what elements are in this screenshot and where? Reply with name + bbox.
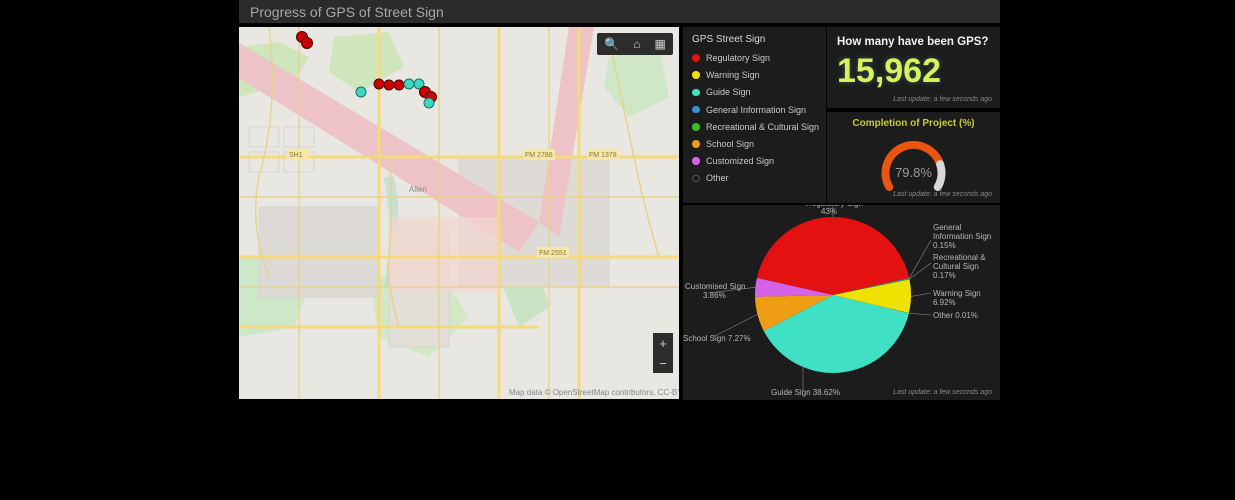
svg-text:Recreational &: Recreational & <box>933 253 986 262</box>
svg-text:Other 0.01%: Other 0.01% <box>933 311 978 320</box>
svg-text:Warning Sign: Warning Sign <box>933 289 981 298</box>
svg-text:79.8%: 79.8% <box>895 165 932 180</box>
svg-text:0.15%: 0.15% <box>933 241 956 250</box>
svg-text:Cultural Sign: Cultural Sign <box>933 262 979 271</box>
svg-text:3.86%: 3.86% <box>703 291 726 300</box>
svg-text:Information Sign: Information Sign <box>933 232 991 241</box>
svg-text:Allen: Allen <box>409 185 427 194</box>
svg-text:Customised Sign: Customised Sign <box>685 282 745 291</box>
svg-text:Map data © OpenStreetMap contr: Map data © OpenStreetMap contributors, C… <box>509 388 679 397</box>
svg-text:General: General <box>933 223 962 232</box>
svg-text:0.17%: 0.17% <box>933 271 956 280</box>
svg-text:43%: 43% <box>821 207 837 216</box>
svg-text:FM 2786: FM 2786 <box>525 152 553 159</box>
svg-text:FM 2551: FM 2551 <box>539 250 567 257</box>
svg-text:6.92%: 6.92% <box>933 298 956 307</box>
svg-text:School Sign 7.27%: School Sign 7.27% <box>683 334 751 343</box>
svg-text:SH1: SH1 <box>289 152 303 159</box>
svg-text:FM 1378: FM 1378 <box>589 152 617 159</box>
svg-text:Guide Sign 38.62%: Guide Sign 38.62% <box>771 388 840 397</box>
